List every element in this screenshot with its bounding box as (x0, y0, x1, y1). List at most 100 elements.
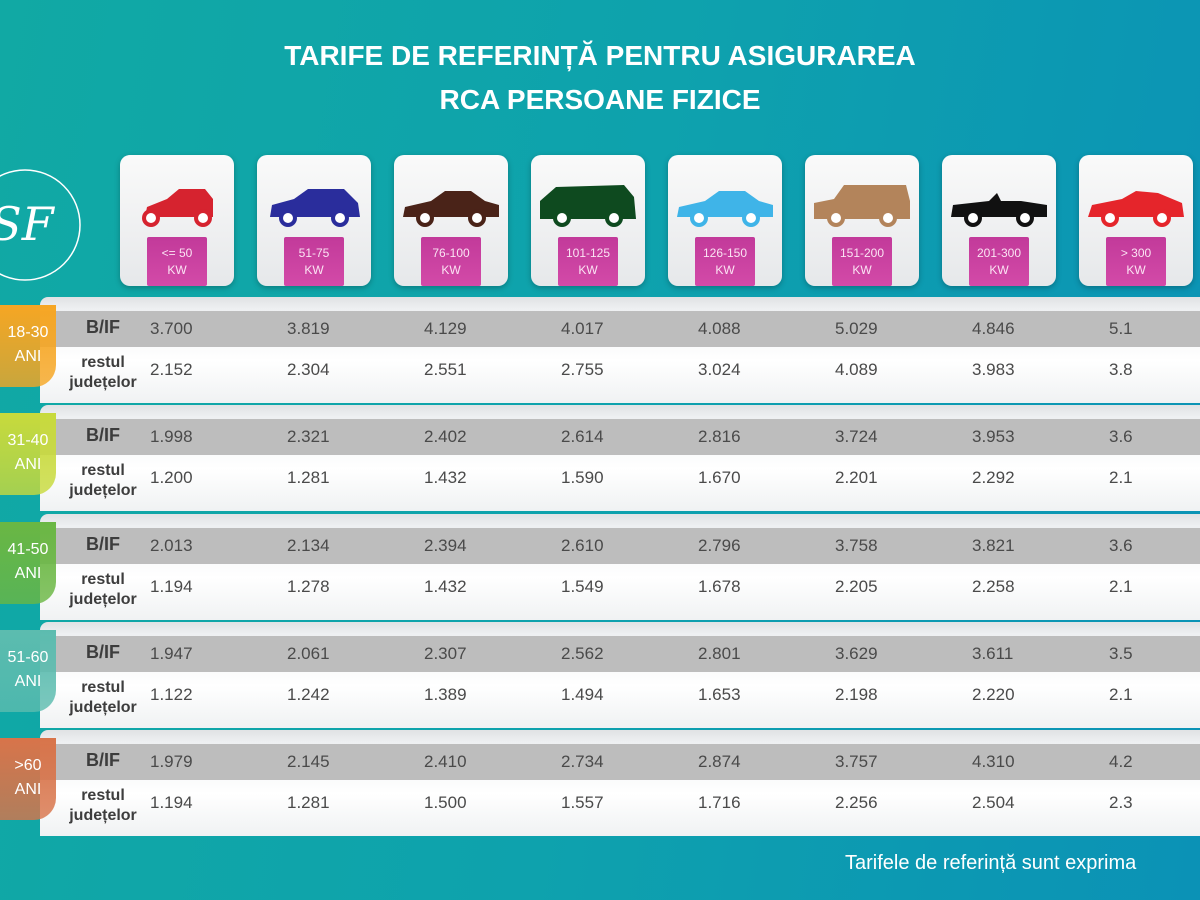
rest-value: 1.716 (698, 793, 741, 812)
power-range: 51-75 (298, 246, 330, 260)
rest-value: 1.389 (424, 685, 467, 704)
bif-value: 2.614 (561, 427, 604, 446)
bif-value: 3.6 (1109, 427, 1133, 446)
rest-value: 2.292 (972, 468, 1015, 487)
power-range: 126-150 (702, 246, 748, 260)
category-card: 76-100 KW (394, 155, 508, 286)
age-range: 31-40 (7, 432, 49, 449)
page-title: TARIFE DE REFERINȚĂ PENTRU ASIGURAREA RC… (0, 34, 1200, 122)
bif-value: 2.801 (698, 644, 741, 663)
rest-value: 2.256 (835, 793, 878, 812)
suv-icon (814, 185, 910, 227)
bif-value: 2.402 (424, 427, 467, 446)
rest-value: 2.201 (835, 468, 878, 487)
bif-label: B/IF (86, 317, 120, 337)
rest-value: 2.220 (972, 685, 1015, 704)
bif-value: 2.394 (424, 536, 467, 555)
power-range: 101-125 (565, 246, 611, 260)
bif-row (40, 636, 1200, 672)
rest-label-line-2: județelor (69, 374, 137, 391)
rest-value: 1.670 (698, 468, 741, 487)
age-tab: >60 ANI (0, 738, 56, 820)
rest-value: 1.278 (287, 577, 330, 596)
rest-value: 3.024 (698, 360, 741, 379)
rest-value: 1.122 (150, 685, 193, 704)
power-unit: KW (989, 263, 1009, 277)
rest-value: 1.494 (561, 685, 604, 704)
rest-value: 1.242 (287, 685, 330, 704)
power-range-badge: 201-300 KW (969, 237, 1029, 286)
svg-text:SF: SF (0, 197, 56, 251)
bif-label: B/IF (86, 534, 120, 554)
minivan-icon (540, 185, 636, 227)
asf-logo-icon: SF (0, 169, 81, 281)
rest-value: 2.1 (1109, 577, 1133, 596)
age-unit: ANI (14, 348, 42, 365)
age-tab: 51-60 ANI (0, 630, 56, 712)
age-unit: ANI (14, 456, 42, 473)
sedan-car-icon (403, 191, 499, 227)
rest-label-line-1: restul (81, 571, 125, 588)
bif-value: 4.846 (972, 319, 1015, 338)
bif-value: 2.562 (561, 644, 604, 663)
rest-label-line-2: județelor (69, 591, 137, 608)
bif-value: 2.874 (698, 752, 741, 771)
rest-value: 2.755 (561, 360, 604, 379)
bif-value: 4.129 (424, 319, 467, 338)
bif-value: 3.5 (1109, 644, 1133, 663)
bif-value: 3.953 (972, 427, 1015, 446)
bif-value: 2.013 (150, 536, 193, 555)
power-unit: KW (715, 263, 735, 277)
crossover-car-icon (270, 189, 360, 227)
rest-value: 2.551 (424, 360, 467, 379)
age-range: 51-60 (7, 649, 49, 666)
category-card: 126-150 KW (668, 155, 782, 286)
power-range: 151-200 (839, 246, 885, 260)
bif-value: 4.310 (972, 752, 1015, 771)
rest-value: 2.1 (1109, 685, 1133, 704)
bif-value: 3.819 (287, 319, 330, 338)
power-range-badge: 51-75 KW (284, 237, 344, 286)
age-unit: ANI (14, 673, 42, 690)
bif-value: 3.757 (835, 752, 878, 771)
bif-value: 3.629 (835, 644, 878, 663)
rest-value: 3.983 (972, 360, 1015, 379)
rest-value: 4.089 (835, 360, 878, 379)
age-tab: 18-30 ANI (0, 305, 56, 387)
bif-value: 3.758 (835, 536, 878, 555)
bif-row (40, 419, 1200, 455)
bif-value: 1.998 (150, 427, 193, 446)
age-range: >60 (14, 757, 42, 774)
age-tab: 31-40 ANI (0, 413, 56, 495)
rest-label: restul județelor (58, 678, 148, 718)
rest-value: 1.432 (424, 577, 467, 596)
rest-value: 1.200 (150, 468, 193, 487)
bif-label: B/IF (86, 425, 120, 445)
rest-value: 1.194 (150, 577, 193, 596)
rest-value: 2.304 (287, 360, 330, 379)
hatchback-car-icon (142, 189, 213, 227)
power-unit: KW (578, 263, 598, 277)
bif-row (40, 311, 1200, 347)
bif-value: 4.2 (1109, 752, 1133, 771)
bif-value: 2.816 (698, 427, 741, 446)
bif-value: 1.947 (150, 644, 193, 663)
power-unit: KW (167, 263, 187, 277)
category-card: > 300 KW (1079, 155, 1193, 286)
rest-label-line-1: restul (81, 787, 125, 804)
bif-value: 2.145 (287, 752, 330, 771)
rest-value: 2.258 (972, 577, 1015, 596)
age-group: 18-30 ANI B/IF restul județelor 3.700 3.819… (0, 297, 1200, 403)
age-unit: ANI (14, 781, 42, 798)
bif-value: 4.017 (561, 319, 604, 338)
rest-label-line-1: restul (81, 354, 125, 371)
age-range: 18-30 (7, 324, 49, 341)
bif-value: 3.700 (150, 319, 193, 338)
rest-value: 1.590 (561, 468, 604, 487)
power-range-badge: > 300 KW (1106, 237, 1166, 286)
rest-label: restul județelor (58, 461, 148, 501)
rest-value: 1.432 (424, 468, 467, 487)
rest-value: 2.198 (835, 685, 878, 704)
age-group: 31-40 ANI B/IF restul județelor 1.998 2.321… (0, 405, 1200, 511)
bif-value: 2.796 (698, 536, 741, 555)
